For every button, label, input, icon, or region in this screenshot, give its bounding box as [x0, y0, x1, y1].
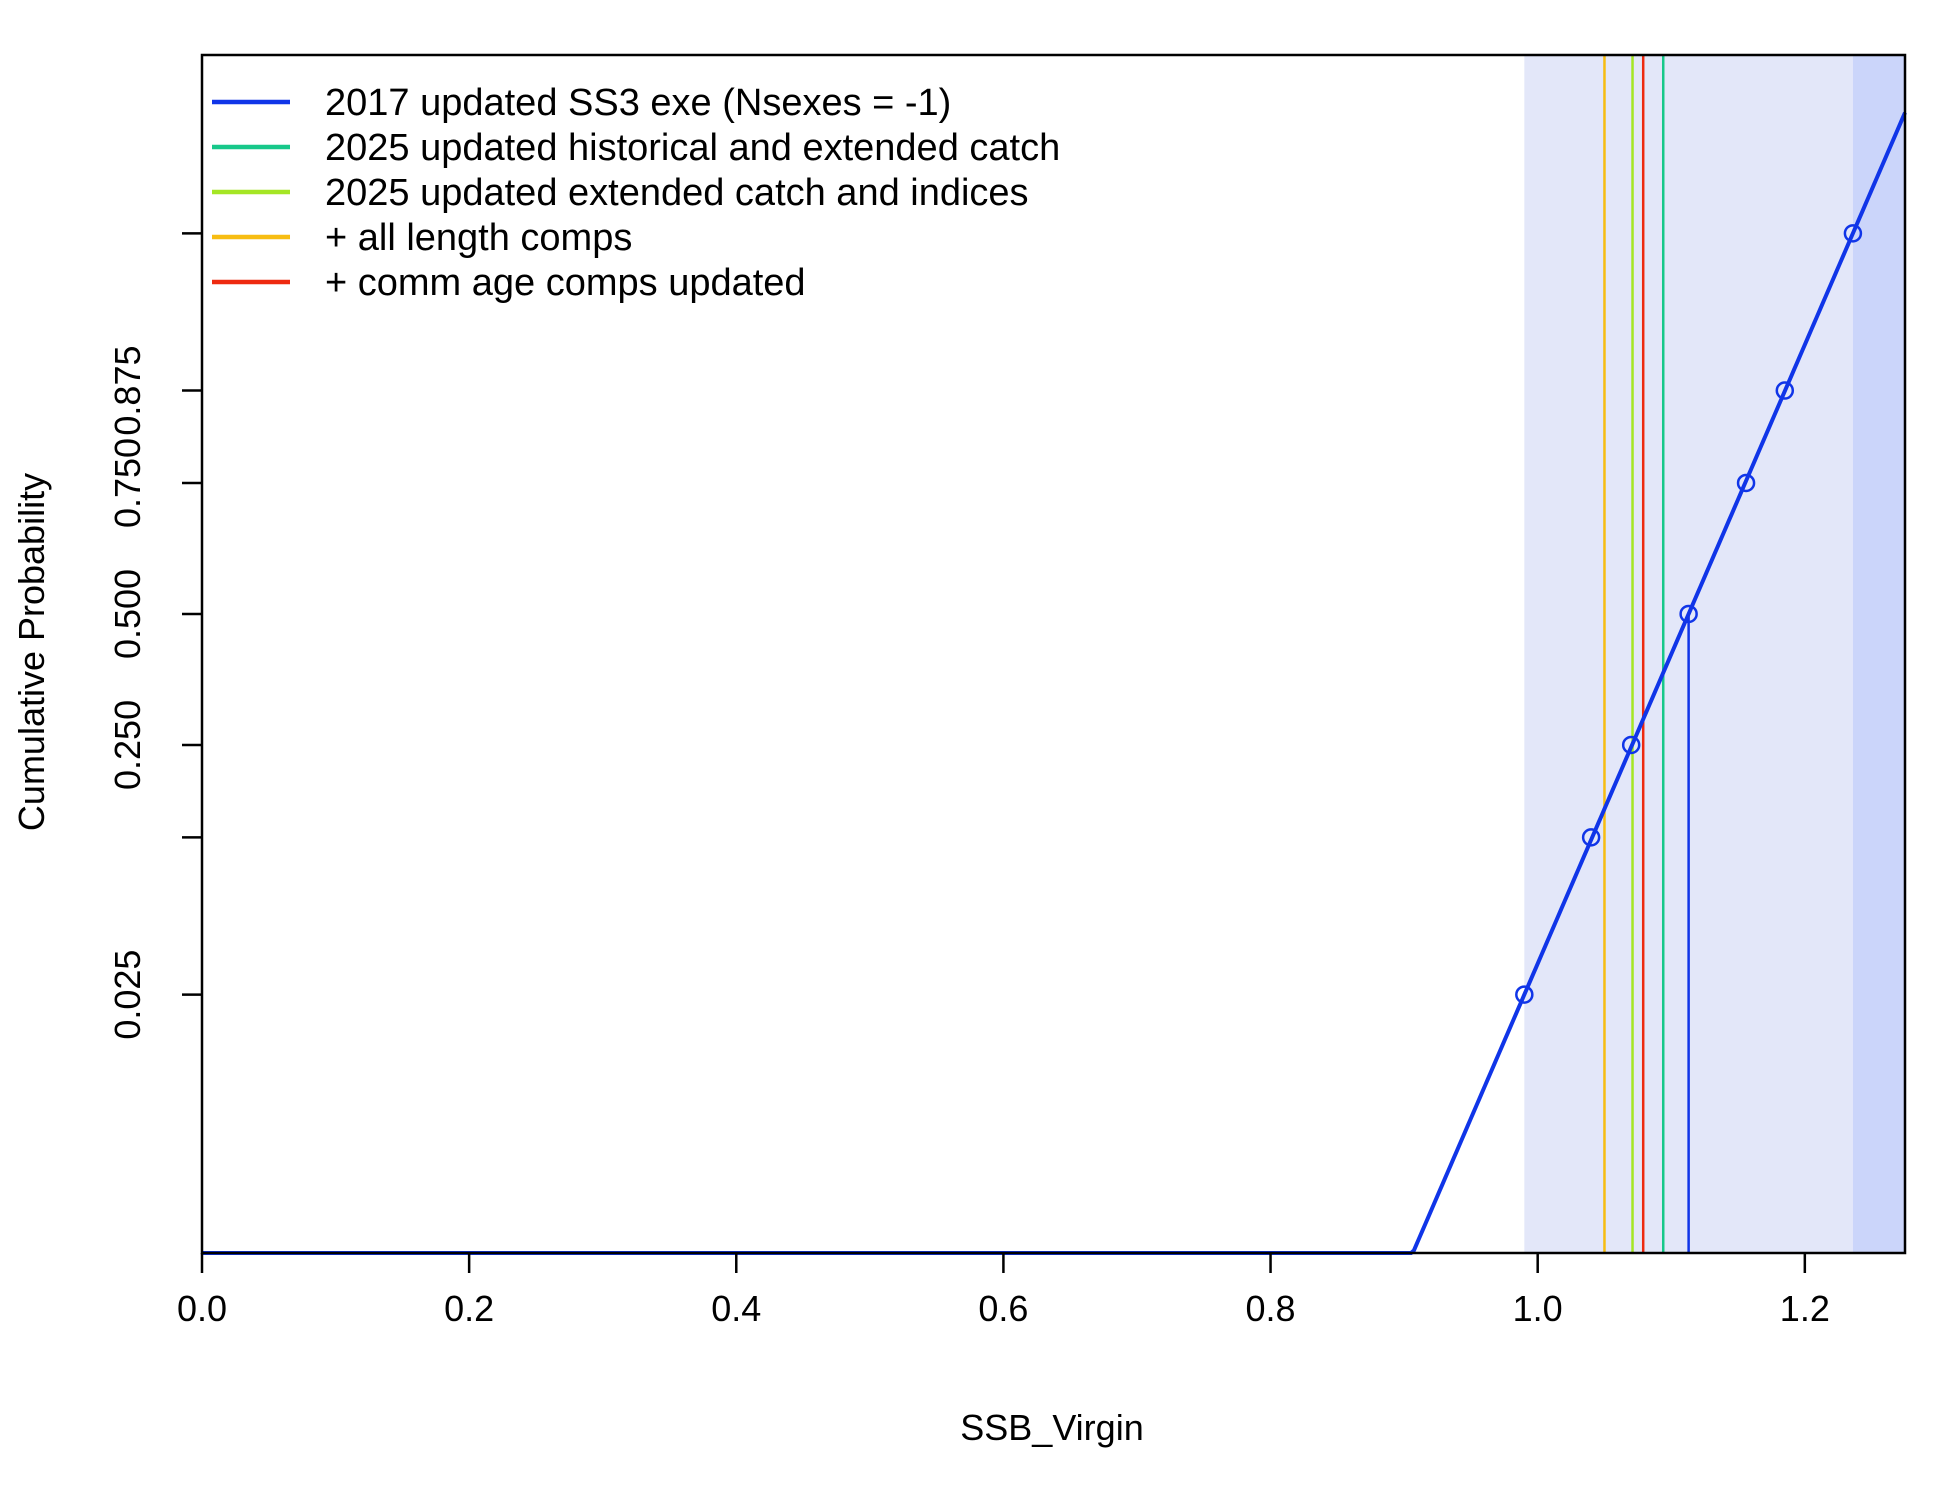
quantile-point [1621, 735, 1641, 755]
y-tick-label: 0.750 [107, 438, 148, 528]
x-tick-label: 0.2 [444, 1288, 494, 1329]
x-tick-label: 0.0 [177, 1288, 227, 1329]
legend-entry: + all length comps [325, 217, 632, 259]
quantile-point [1515, 985, 1534, 1004]
legend: 2017 updated SS3 exe (Nsexes = -1)2025 u… [212, 82, 1060, 304]
y-tick-label: 0.500 [107, 569, 148, 659]
comparison-lines [1603, 55, 1690, 1253]
quantile-point [1679, 604, 1698, 624]
quantile-point [1736, 473, 1756, 493]
upper-tail-band [1852, 55, 1905, 1253]
y-tick-label: 0.250 [107, 700, 148, 790]
quantile-point [1775, 381, 1795, 400]
plot-border [200, 53, 1907, 1255]
y-axis-label: Cumulative Probability [11, 473, 52, 831]
legend-entry: 2017 updated SS3 exe (Nsexes = -1) [325, 82, 951, 124]
x-tick-label: 1.2 [1780, 1288, 1830, 1329]
x-axis-label: SSB_Virgin [960, 1407, 1143, 1448]
x-tick-label: 0.8 [1246, 1288, 1296, 1329]
x-tick-label: 0.6 [978, 1288, 1028, 1329]
y-tick-label: 0.875 [107, 346, 148, 436]
x-axis: 0.0 0.2 0.4 0.6 0.8 1.0 1.2 [177, 1253, 1830, 1329]
quantile-point [1843, 224, 1863, 243]
plot-frame [200, 53, 1907, 1255]
legend-entry: 2025 updated extended catch and indices [325, 172, 1029, 214]
quantile-point [1581, 828, 1601, 847]
probability-bands [1524, 55, 1905, 1253]
y-tick-label: 0.025 [107, 950, 148, 1040]
x-tick-label: 1.0 [1513, 1288, 1563, 1329]
x-tick-label: 0.4 [711, 1288, 761, 1329]
legend-entry: + comm age comps updated [325, 262, 806, 304]
legend-entry: 2025 updated historical and extended cat… [325, 127, 1060, 169]
